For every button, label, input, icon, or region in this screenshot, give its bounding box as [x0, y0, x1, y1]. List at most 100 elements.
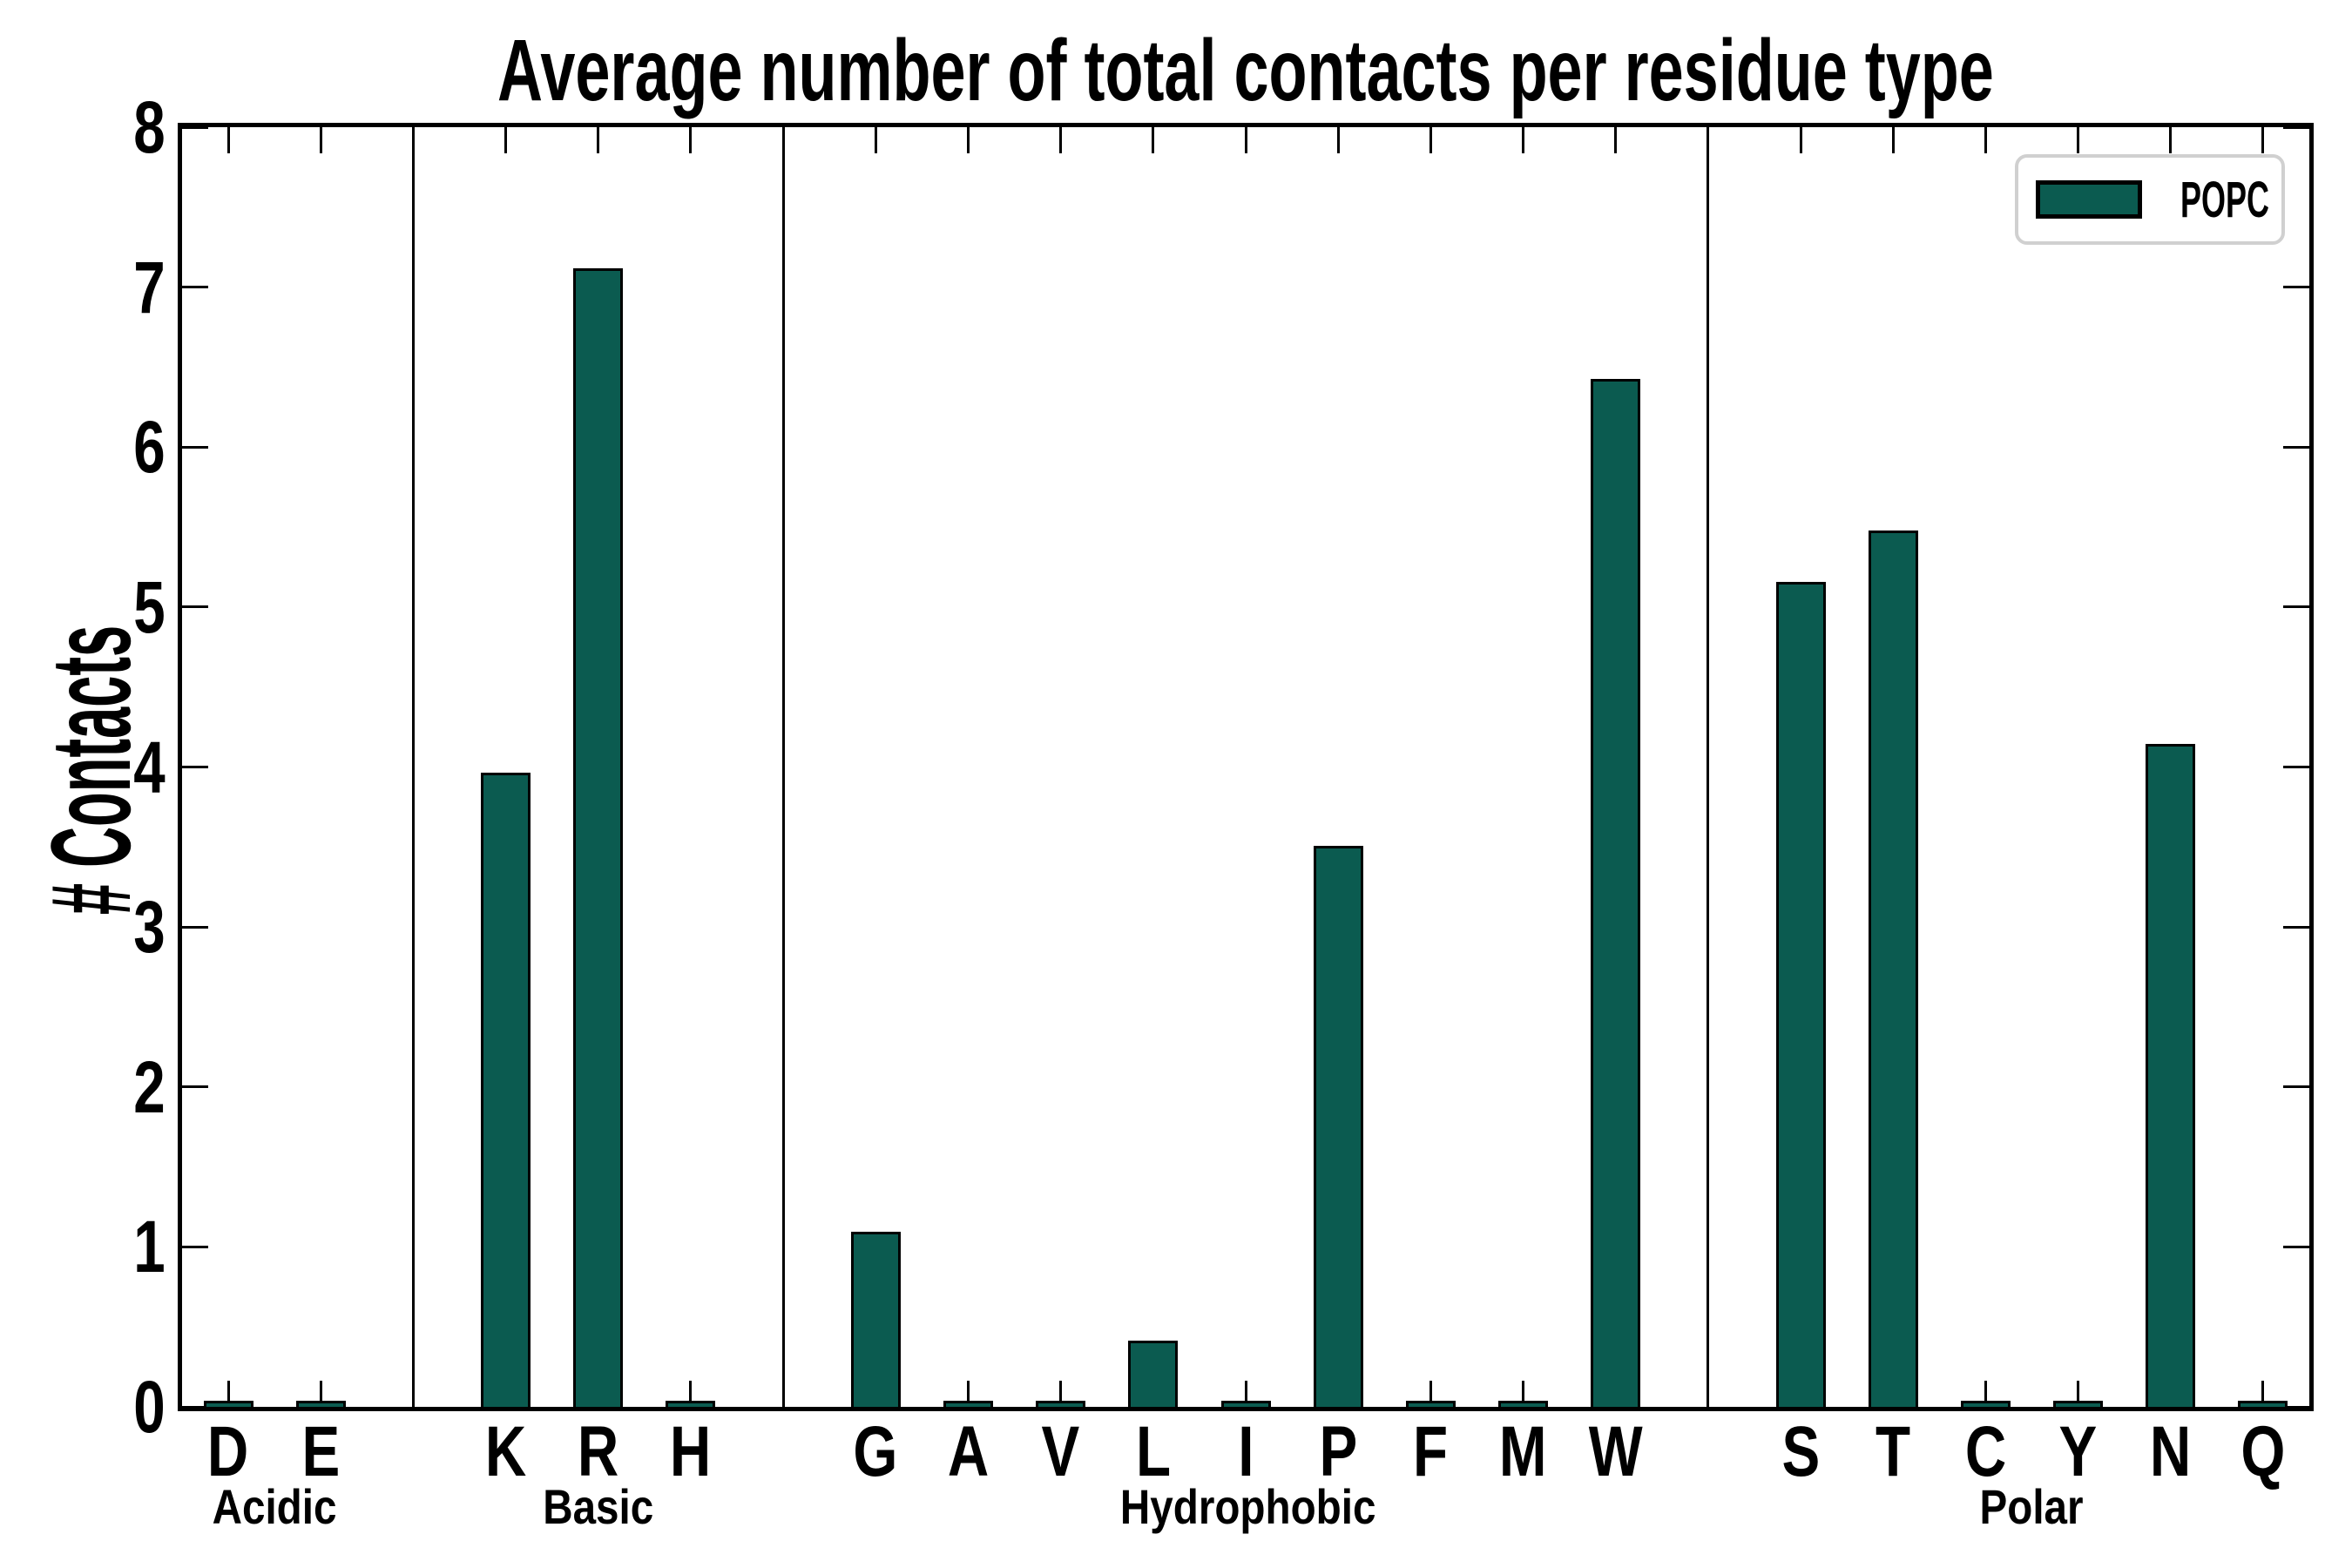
y-tick: [182, 1245, 208, 1248]
y-tick-label-3: 3: [133, 886, 166, 969]
x-tick-label-G: G: [853, 1412, 898, 1491]
x-tick: [2261, 1381, 2265, 1407]
bar-I: [1220, 1401, 1271, 1407]
y-tick: [182, 605, 208, 609]
x-tick-label-C: C: [1964, 1412, 2007, 1491]
group-label-Polar: Polar: [1979, 1479, 2084, 1534]
x-tick: [966, 1381, 970, 1407]
x-tick: [1152, 127, 1155, 153]
y-tick: [2283, 1085, 2309, 1089]
group-separator: [781, 127, 785, 1407]
bar-Y: [2053, 1401, 2104, 1407]
x-tick-label-F: F: [1413, 1412, 1449, 1491]
bar-H: [666, 1401, 716, 1407]
x-tick: [2261, 127, 2265, 153]
group-label-Hydrophobic: Hydrophobic: [1119, 1479, 1376, 1534]
x-tick-label-Y: Y: [2058, 1412, 2098, 1491]
x-tick: [1522, 127, 1525, 153]
x-tick: [1984, 127, 1987, 153]
group-separator: [1707, 127, 1710, 1407]
y-tick: [2283, 766, 2309, 768]
chart-title: Average number of total contacts per res…: [178, 14, 2314, 127]
x-tick-label-T: T: [1876, 1412, 1911, 1491]
y-tick: [2283, 605, 2309, 609]
legend-label: POPC: [2180, 171, 2323, 229]
y-tick: [182, 1405, 208, 1409]
x-tick-label-M: M: [1499, 1412, 1547, 1491]
x-tick: [1799, 127, 1802, 153]
chart-title-text: Average number of total contacts per res…: [497, 22, 1994, 119]
x-tick: [2077, 127, 2080, 153]
x-tick-label-R: R: [578, 1412, 619, 1491]
bar-E: [295, 1401, 346, 1407]
x-tick: [1059, 127, 1063, 153]
x-tick: [1429, 1381, 1432, 1407]
group-separator: [411, 127, 415, 1407]
group-label-Basic: Basic: [543, 1479, 654, 1534]
x-tick: [874, 127, 877, 153]
bar-M: [1498, 1401, 1549, 1407]
x-tick-label-V: V: [1041, 1412, 1080, 1491]
x-tick: [226, 1381, 230, 1407]
y-tick: [2283, 286, 2309, 289]
legend-swatch-popc: [2036, 180, 2142, 219]
legend: POPC: [2015, 154, 2285, 245]
x-tick-label-S: S: [1781, 1412, 1820, 1491]
bar-L: [1128, 1340, 1179, 1407]
group-label-Acidic: Acidic: [212, 1479, 337, 1534]
bar-D: [203, 1401, 253, 1407]
bar-G: [850, 1231, 901, 1407]
x-tick-label-N: N: [2150, 1412, 2192, 1491]
x-tick: [1429, 127, 1432, 153]
x-tick: [1336, 127, 1340, 153]
y-tick: [182, 286, 208, 289]
y-tick: [2283, 125, 2309, 129]
y-tick: [2283, 1405, 2309, 1409]
y-tick-label-6: 6: [133, 406, 166, 489]
y-tick-label-8: 8: [133, 86, 166, 168]
legend-label-text: POPC: [2180, 171, 2269, 228]
x-tick: [2169, 127, 2173, 153]
bar-A: [943, 1401, 993, 1407]
bar-V: [1036, 1401, 1086, 1407]
y-tick: [2283, 1245, 2309, 1248]
x-tick: [2077, 1381, 2080, 1407]
x-tick: [1244, 127, 1247, 153]
bar-C: [1960, 1401, 2011, 1407]
bar-T: [1868, 531, 1918, 1407]
x-tick: [226, 127, 230, 153]
bar-S: [1775, 582, 1826, 1407]
y-tick-label-1: 1: [133, 1206, 166, 1288]
x-tick: [689, 1381, 693, 1407]
y-tick: [182, 125, 208, 129]
x-tick: [597, 127, 600, 153]
plot-area: POPC: [178, 123, 2314, 1411]
x-tick: [1059, 1381, 1063, 1407]
x-tick: [1244, 1381, 1247, 1407]
x-tick: [319, 127, 322, 153]
x-tick-label-D: D: [207, 1412, 249, 1491]
y-tick-label-0: 0: [133, 1366, 166, 1448]
bar-Q: [2238, 1401, 2288, 1407]
x-tick-label-E: E: [301, 1412, 341, 1491]
x-tick: [1891, 127, 1895, 153]
x-tick-label-H: H: [670, 1412, 712, 1491]
y-tick: [182, 766, 208, 768]
x-tick-label-Q: Q: [2240, 1412, 2286, 1491]
bar-N: [2146, 743, 2196, 1407]
x-tick-label-I: I: [1237, 1412, 1254, 1491]
x-tick: [1984, 1381, 1987, 1407]
x-tick-label-A: A: [947, 1412, 990, 1491]
y-tick-label-2: 2: [133, 1045, 166, 1128]
x-tick: [1614, 127, 1618, 153]
bar-F: [1405, 1401, 1456, 1407]
x-tick: [319, 1381, 322, 1407]
x-tick: [966, 127, 970, 153]
y-tick-label-4: 4: [133, 726, 166, 808]
y-tick-label-7: 7: [133, 246, 166, 328]
bar-W: [1591, 378, 1641, 1407]
x-tick-label-P: P: [1319, 1412, 1358, 1491]
x-tick-label-K: K: [484, 1412, 527, 1491]
x-tick-label-W: W: [1588, 1412, 1643, 1491]
